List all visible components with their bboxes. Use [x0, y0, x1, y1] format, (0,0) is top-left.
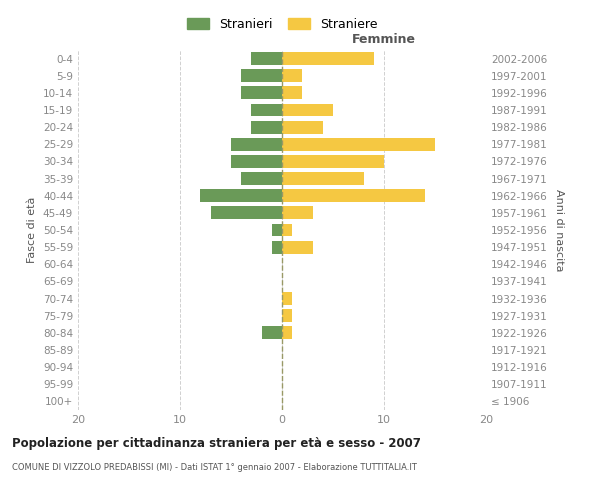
Bar	[231, 138, 282, 150]
Bar	[241, 86, 282, 100]
Bar	[272, 224, 282, 236]
Bar	[282, 190, 425, 202]
Y-axis label: Anni di nascita: Anni di nascita	[554, 188, 564, 271]
Bar	[241, 70, 282, 82]
Bar	[282, 206, 313, 220]
Bar	[251, 52, 282, 65]
Bar	[282, 120, 323, 134]
Text: COMUNE DI VIZZOLO PREDABISSI (MI) - Dati ISTAT 1° gennaio 2007 - Elaborazione TU: COMUNE DI VIZZOLO PREDABISSI (MI) - Dati…	[12, 462, 417, 471]
Bar	[282, 224, 292, 236]
Bar	[282, 138, 435, 150]
Bar	[282, 70, 302, 82]
Bar	[282, 155, 384, 168]
Bar	[200, 190, 282, 202]
Bar	[282, 172, 364, 185]
Bar	[241, 172, 282, 185]
Bar	[282, 104, 333, 117]
Bar	[282, 240, 313, 254]
Bar	[211, 206, 282, 220]
Y-axis label: Fasce di età: Fasce di età	[28, 197, 37, 263]
Bar	[262, 326, 282, 340]
Bar	[251, 120, 282, 134]
Bar	[282, 326, 292, 340]
Bar	[282, 52, 374, 65]
Text: Popolazione per cittadinanza straniera per età e sesso - 2007: Popolazione per cittadinanza straniera p…	[12, 438, 421, 450]
Bar	[272, 240, 282, 254]
Text: Femmine: Femmine	[352, 34, 416, 46]
Bar	[251, 104, 282, 117]
Legend: Stranieri, Straniere: Stranieri, Straniere	[180, 11, 384, 37]
Bar	[282, 86, 302, 100]
Bar	[231, 155, 282, 168]
Bar	[282, 292, 292, 305]
Bar	[282, 310, 292, 322]
